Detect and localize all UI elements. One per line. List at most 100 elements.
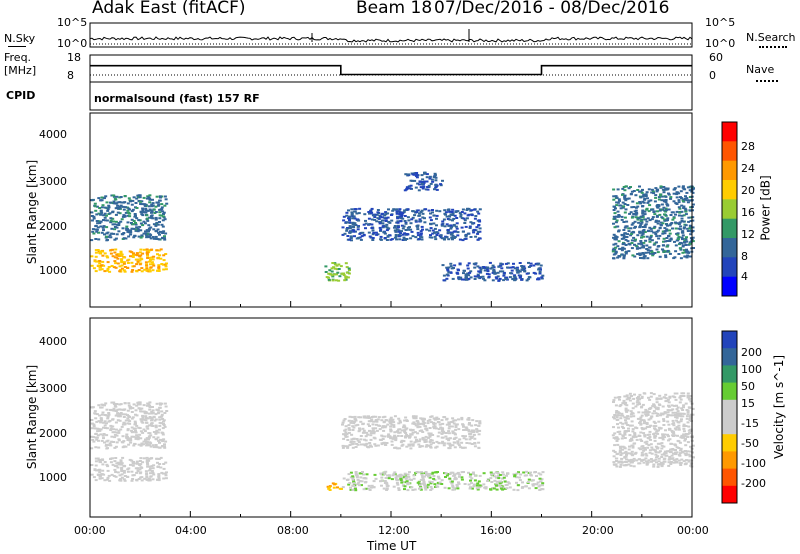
power-cell <box>683 249 686 252</box>
power-cell <box>683 251 687 254</box>
power-cell <box>147 230 150 233</box>
power-cell <box>634 206 638 209</box>
velocity-cell <box>537 472 541 475</box>
velocity-cell <box>111 457 115 460</box>
power-cell <box>634 194 638 197</box>
power-cell <box>108 212 112 215</box>
velocity-cell <box>626 415 630 418</box>
velocity-cell <box>144 417 148 419</box>
power-cell <box>159 230 162 233</box>
velocity-cell <box>628 392 632 395</box>
velocity-cell <box>138 468 142 471</box>
power-cell <box>614 237 617 240</box>
power-cell <box>502 279 506 282</box>
power-cell <box>662 186 666 188</box>
power-cell <box>370 211 374 214</box>
velocity-cell <box>145 476 149 479</box>
velocity-cell <box>155 402 159 405</box>
velocity-cell <box>150 457 154 460</box>
power-cell <box>644 193 648 196</box>
power-cell <box>156 223 160 226</box>
power-cell <box>346 276 350 279</box>
power-cell <box>665 223 669 226</box>
power-cell <box>358 232 362 235</box>
velocity-cell <box>613 444 617 447</box>
velocity-cell <box>363 444 367 447</box>
power-cell <box>434 186 438 189</box>
velocity-cell <box>426 419 430 422</box>
power-cell <box>375 220 379 223</box>
nsearch-label: N.Search <box>746 31 796 44</box>
power-cell <box>416 234 420 237</box>
power-cell <box>676 238 680 240</box>
power-cell <box>640 234 644 237</box>
velocity-cell <box>422 438 426 441</box>
velocity-cell <box>418 423 422 426</box>
power-cell <box>632 206 636 208</box>
power-cell <box>630 223 634 226</box>
power-cell <box>640 243 644 246</box>
power-cell <box>402 225 406 228</box>
power-cell <box>649 199 653 202</box>
power-cell <box>646 197 649 200</box>
power-cell <box>347 267 351 270</box>
power-cell <box>612 198 616 201</box>
power-cell <box>426 188 430 191</box>
power-cell <box>142 220 146 223</box>
power-cell <box>456 231 460 234</box>
velocity-cell <box>674 460 678 463</box>
power-cell <box>435 217 438 220</box>
velocity-cell <box>658 442 662 445</box>
velocity-cell <box>631 407 635 410</box>
power-cell <box>403 215 407 217</box>
velocity-cell <box>126 417 130 420</box>
power-cell <box>623 194 627 197</box>
velocity-cell <box>440 432 444 435</box>
power-cell <box>639 196 643 199</box>
power-cell <box>463 219 467 222</box>
power-scale-swatch <box>722 238 737 258</box>
velocity-cell <box>447 432 451 435</box>
velocity-cell <box>518 476 521 479</box>
power-cell <box>100 196 104 199</box>
power-cell <box>135 207 139 209</box>
power-cell <box>151 198 154 201</box>
power-cell <box>364 227 367 230</box>
power-cell <box>97 197 101 200</box>
velocity-cell <box>416 426 420 429</box>
power-cell <box>341 233 345 236</box>
power-cell <box>449 227 453 230</box>
velocity-cell <box>534 487 538 490</box>
power-cell <box>132 265 136 268</box>
power-cell <box>680 236 684 239</box>
velocity-cell <box>162 467 166 470</box>
power-cell <box>100 206 104 209</box>
power-cell <box>624 238 628 241</box>
velocity-cell <box>103 424 107 427</box>
velocity-cell <box>516 484 520 487</box>
power-cell <box>105 226 109 229</box>
velocity-cell <box>164 440 168 443</box>
velocity-cell <box>134 437 138 440</box>
velocity-cell <box>649 424 653 427</box>
power-cell <box>646 257 650 260</box>
power-cell <box>357 212 361 215</box>
power-cell <box>335 268 339 271</box>
velocity-cell <box>675 419 679 422</box>
velocity-cell <box>501 471 505 474</box>
velocity-cell <box>668 395 672 398</box>
power-cell <box>513 274 517 277</box>
velocity-cell <box>612 449 616 452</box>
velocity-cell <box>366 423 370 426</box>
power-cell <box>342 219 346 222</box>
velocity-cell <box>535 483 539 486</box>
power-cell <box>663 250 667 253</box>
power-cell <box>417 214 421 217</box>
velocity-cell <box>679 398 683 401</box>
power-cell <box>658 209 662 212</box>
velocity-cell <box>620 425 624 428</box>
power-cell <box>148 270 152 273</box>
power-cell <box>152 208 156 211</box>
power-cell <box>131 269 135 271</box>
velocity-cell <box>674 453 678 456</box>
